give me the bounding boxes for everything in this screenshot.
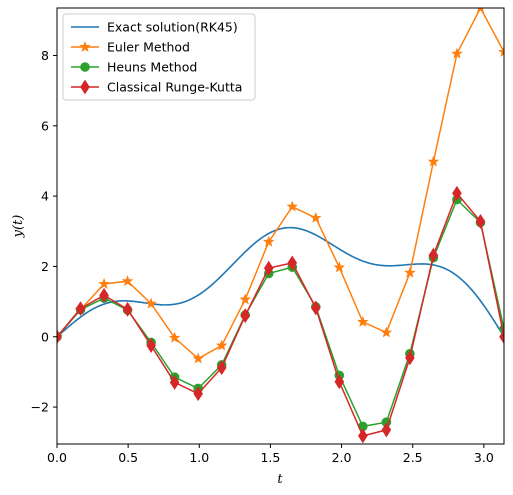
data-point [357, 315, 369, 327]
legend-marker [79, 40, 91, 52]
data-point [287, 255, 298, 271]
data-point [427, 155, 440, 167]
series-diamond [57, 185, 504, 444]
data-point [451, 47, 463, 59]
x-axis: 0.0 0.5 1.0 1.5 2.0 2.5 3.0 [47, 444, 494, 465]
series-circle [57, 194, 504, 432]
data-point [334, 374, 345, 390]
x-axis-label: t [277, 472, 283, 487]
data-point [263, 260, 274, 276]
series-line-exact [57, 226, 504, 338]
data-point [405, 350, 415, 366]
y-tick-label: 6 [41, 118, 49, 133]
legend-marker [80, 62, 90, 72]
data-point [475, 214, 486, 229]
data-point [98, 277, 110, 289]
y-tick-label: −2 [31, 400, 49, 415]
x-tick-label: 3.0 [474, 450, 494, 465]
y-axis-label: y(t) [11, 215, 26, 239]
data-point [75, 301, 86, 317]
y-tick-label: 2 [41, 259, 49, 274]
data-point [476, 8, 485, 13]
data-point [358, 428, 368, 444]
legend-marker [80, 79, 90, 95]
x-tick-label: 1.5 [260, 450, 280, 465]
data-point [192, 352, 204, 364]
data-point [193, 386, 203, 402]
series-star [57, 8, 504, 364]
data-point [216, 360, 227, 376]
data-point [404, 266, 416, 278]
x-tick-label: 2.0 [332, 450, 352, 465]
x-tick-label: 2.5 [403, 450, 423, 465]
x-tick-label: 1.0 [189, 450, 209, 465]
legend-label: Exact solution(RK45) [107, 20, 238, 35]
y-tick-label: 4 [41, 189, 49, 204]
data-point [333, 261, 346, 273]
data-point [215, 339, 228, 351]
series-line [57, 191, 504, 437]
data-point [99, 287, 109, 303]
data-point [121, 275, 134, 287]
data-point [57, 329, 62, 345]
plot-frame [56, 7, 505, 445]
data-point [310, 211, 322, 223]
data-point [146, 338, 156, 353]
data-point [145, 297, 157, 309]
data-point [168, 331, 181, 343]
legend-box [62, 13, 256, 101]
series-line [57, 8, 504, 360]
data-point [169, 375, 180, 390]
data-point [262, 235, 275, 247]
data-point [240, 308, 251, 324]
y-tick-label: 0 [41, 329, 49, 344]
legend-label: Heuns Method [107, 60, 197, 75]
series-layer [57, 8, 504, 444]
legend-label: Classical Runge-Kutta [107, 80, 242, 95]
data-point [381, 422, 392, 438]
data-point [380, 326, 393, 338]
y-tick-label: 8 [41, 48, 49, 63]
data-point [452, 185, 462, 201]
y-axis: −2 0 2 4 6 8 [31, 48, 57, 415]
data-point [239, 293, 251, 305]
data-point [428, 247, 439, 263]
data-point [310, 300, 321, 316]
data-point [286, 200, 299, 212]
x-tick-label: 0.5 [118, 450, 138, 465]
legend: Exact solution(RK45) Euler Method Heuns Me… [62, 13, 256, 101]
legend-label: Euler Method [107, 40, 190, 55]
data-point [498, 45, 504, 57]
x-tick-label: 0.0 [47, 450, 67, 465]
data-point [122, 301, 133, 317]
data-point [499, 329, 504, 345]
